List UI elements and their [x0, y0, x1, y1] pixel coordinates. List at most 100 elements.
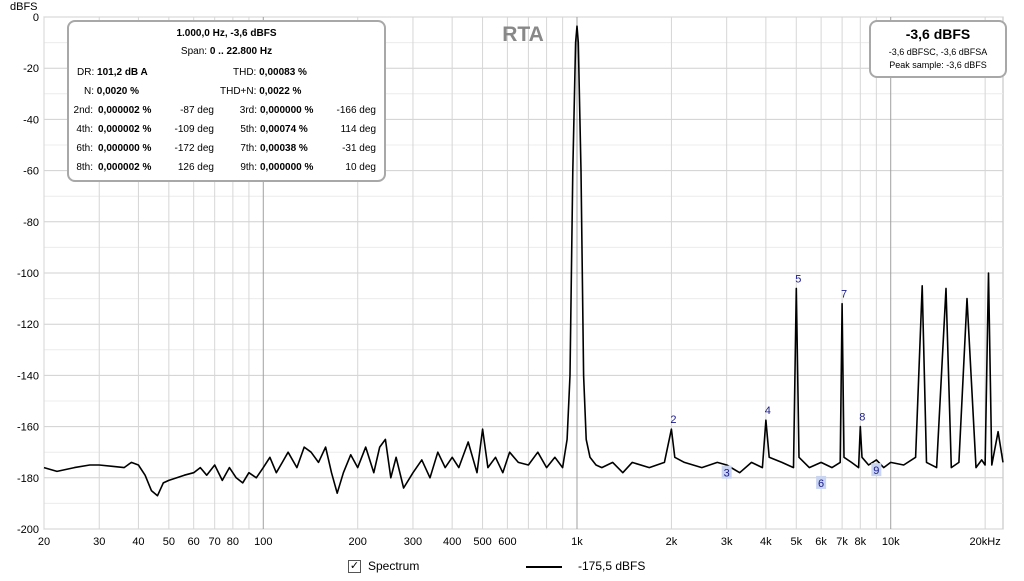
- peak-title: -3,6 dBFS: [905, 26, 971, 42]
- harmonic-v2-4: 0,000000 %: [260, 162, 314, 173]
- harmonic-p1-1: -87 deg: [180, 105, 214, 116]
- y-tick-label: -180: [17, 473, 39, 485]
- harmonic-marker-box-3: [721, 465, 732, 479]
- span-label: Span:: [180, 46, 208, 57]
- harmonic-marker-5: 5: [795, 273, 801, 285]
- series-line-spectrum: [43, 25, 1004, 497]
- x-tick-label: 500: [473, 536, 491, 548]
- harmonic-v1-4: 0,000002 %: [98, 162, 152, 173]
- harmonic-v1-1: 0,000002 %: [98, 105, 152, 116]
- peak-panel: -3,6 dBFS -3,6 dBFSC, -3,6 dBFSA Peak sa…: [869, 20, 1007, 78]
- x-tick-label: 2k: [666, 536, 678, 548]
- x-tick-label: 10k: [882, 536, 900, 548]
- n-value: 0,0020 %: [96, 86, 140, 97]
- y-tick-label: -140: [17, 370, 39, 382]
- stats-panel: 1.000,0 Hz, -3,6 dBFS Span: 0 .. 22.800 …: [67, 20, 386, 182]
- dr-label: DR:: [77, 67, 95, 78]
- x-tick-label: 600: [498, 536, 516, 548]
- harmonic-v1-3: 0,000000 %: [98, 143, 152, 154]
- y-tick-label: -100: [17, 268, 39, 280]
- plot-area: [43, 25, 1004, 497]
- span-row: Span: 0 .. 22.800 Hz: [69, 46, 384, 57]
- thdn-row: THD+N: 0,0022 %: [220, 86, 301, 97]
- freq-level: 1.000,0 Hz, -3,6 dBFS: [176, 28, 277, 39]
- x-tick-label: 5k: [790, 536, 802, 548]
- harmonic-l2-3: 7th:: [240, 143, 257, 154]
- harmonic-p1-3: -172 deg: [174, 143, 214, 154]
- span-value: 0 .. 22.800 Hz: [209, 46, 273, 57]
- y-tick-label: -60: [23, 166, 39, 178]
- x-tick-label: 200: [349, 536, 367, 548]
- y-tick-label: -40: [23, 114, 39, 126]
- harmonic-v2-2: 0,00074 %: [260, 124, 308, 135]
- x-tick-label: 1k: [571, 536, 583, 548]
- harmonic-marker-box-9: [871, 463, 882, 477]
- peak-line2: Peak sample: -3,6 dBFS: [889, 60, 987, 70]
- dr-row: DR: 101,2 dB A: [77, 67, 148, 78]
- x-tick-label: 20: [38, 536, 50, 548]
- harmonic-marker-4: 4: [765, 405, 771, 417]
- x-tick-label: 70: [209, 536, 221, 548]
- harmonic-p2-2: 114 deg: [340, 124, 376, 135]
- x-tick-label: 6k: [815, 536, 827, 548]
- y-tick-label: -160: [17, 422, 39, 434]
- harmonic-v2-1: 0,000000 %: [260, 105, 314, 116]
- thdn-label: THD+N:: [220, 86, 257, 97]
- harmonic-marker-2: 2: [670, 414, 676, 426]
- x-tick-label: 400: [443, 536, 461, 548]
- harmonic-marker-6: 6: [818, 478, 824, 490]
- n-row: N: 0,0020 %: [84, 86, 139, 97]
- harmonic-marker-3: 3: [724, 468, 730, 480]
- harmonic-l1-2: 4th:: [76, 124, 93, 135]
- harmonic-marker-box-6: [816, 475, 827, 489]
- harmonic-l2-1: 3rd:: [239, 105, 257, 116]
- harmonic-l1-1: 2nd:: [73, 105, 93, 116]
- n-label: N:: [84, 86, 94, 97]
- x-tick-label: 60: [188, 536, 200, 548]
- y-axis-label: dBFS: [10, 1, 38, 13]
- x-tick-label: 300: [404, 536, 422, 548]
- harmonic-l2-2: 5th:: [240, 124, 257, 135]
- y-tick-label: 0: [33, 12, 39, 24]
- spectrum-checkbox-label[interactable]: Spectrum: [368, 559, 420, 573]
- x-tick-label: 20kHz: [970, 536, 1001, 548]
- dr-value: 101,2 dB A: [97, 67, 148, 78]
- harmonic-v1-2: 0,000002 %: [98, 124, 152, 135]
- harmonic-annotations: 2 3 4 5 6 7 8 9: [670, 273, 882, 490]
- harmonic-p1-4: 126 deg: [177, 162, 214, 173]
- y-axis: 0 -20 -40 -60 -80 -100 -120 -140 -160 -180 -200: [17, 12, 39, 536]
- legend-line-swatch: [526, 566, 562, 568]
- harmonic-p2-4: 10 deg: [345, 162, 376, 173]
- y-tick-label: -120: [17, 319, 39, 331]
- x-tick-label: 40: [132, 536, 144, 548]
- harmonic-l1-3: 6th:: [76, 143, 93, 154]
- x-axis: 20 30 40 50 60 70 80 100 200 300 400 500 600 1k 2k 3k 4k…: [38, 536, 1001, 548]
- harmonic-l2-4: 9th:: [240, 162, 257, 173]
- harmonic-l1-4: 8th:: [76, 162, 93, 173]
- x-tick-label: 50: [163, 536, 175, 548]
- legend-bar: ✓ Spectrum -175,5 dBFS: [0, 556, 1024, 581]
- thd-value: 0,00083 %: [259, 67, 307, 78]
- y-tick-label: -200: [17, 524, 39, 536]
- harmonic-p2-1: -166 deg: [336, 105, 376, 116]
- thdn-value: 0,0022 %: [259, 86, 302, 97]
- harmonic-v2-3: 0,00038 %: [260, 143, 308, 154]
- x-tick-label: 30: [93, 536, 105, 548]
- harmonic-p1-2: -109 deg: [174, 124, 214, 135]
- legend-line-value: -175,5 dBFS: [578, 559, 646, 573]
- y-tick-label: -80: [23, 217, 39, 229]
- harmonic-marker-9: 9: [873, 465, 879, 477]
- y-tick-label: -20: [23, 63, 39, 75]
- x-tick-label: 80: [227, 536, 239, 548]
- thd-row: THD: 0,00083 %: [233, 67, 307, 78]
- x-tick-label: 3k: [721, 536, 733, 548]
- harmonic-marker-7: 7: [841, 289, 847, 301]
- spectrum-checkbox[interactable]: ✓: [348, 560, 361, 573]
- chart-title: RTA: [502, 23, 544, 46]
- x-tick-label: 100: [254, 536, 272, 548]
- harmonic-p2-3: -31 deg: [342, 143, 376, 154]
- thd-label: THD:: [233, 67, 257, 78]
- peak-line1: -3,6 dBFSC, -3,6 dBFSA: [888, 47, 988, 57]
- x-tick-label: 4k: [760, 536, 772, 548]
- x-tick-label: 8k: [854, 536, 866, 548]
